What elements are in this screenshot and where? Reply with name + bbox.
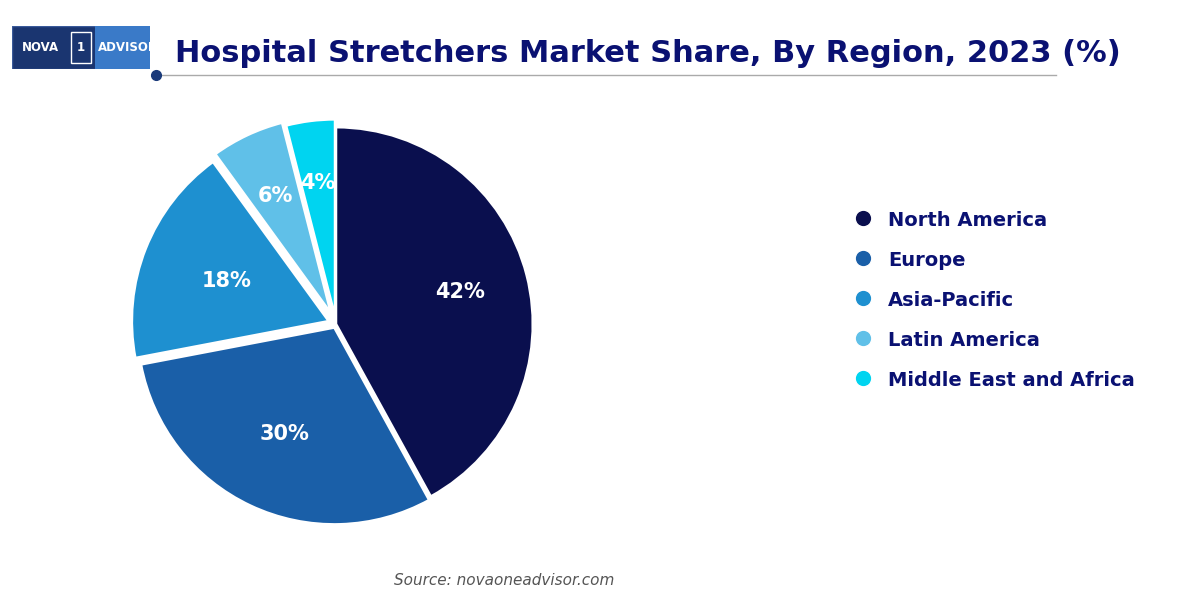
Text: Source: novaoneadvisor.com: Source: novaoneadvisor.com xyxy=(394,573,614,588)
Wedge shape xyxy=(336,127,533,496)
Text: Hospital Stretchers Market Share, By Region, 2023 (%): Hospital Stretchers Market Share, By Reg… xyxy=(175,39,1121,68)
Text: 1: 1 xyxy=(77,41,85,54)
Legend: North America, Europe, Asia-Pacific, Latin America, Middle East and Africa: North America, Europe, Asia-Pacific, Lat… xyxy=(834,190,1154,410)
Text: NOVA: NOVA xyxy=(22,41,59,54)
Wedge shape xyxy=(132,162,329,358)
Wedge shape xyxy=(142,328,430,524)
Wedge shape xyxy=(215,122,331,313)
Text: ADVISOR: ADVISOR xyxy=(97,41,157,54)
Text: 30%: 30% xyxy=(259,424,308,445)
FancyBboxPatch shape xyxy=(12,26,150,69)
Text: 6%: 6% xyxy=(258,186,293,206)
Wedge shape xyxy=(286,119,335,316)
Text: 42%: 42% xyxy=(434,282,485,302)
Text: 18%: 18% xyxy=(202,271,251,290)
FancyBboxPatch shape xyxy=(95,26,150,69)
Text: 4%: 4% xyxy=(300,173,336,193)
